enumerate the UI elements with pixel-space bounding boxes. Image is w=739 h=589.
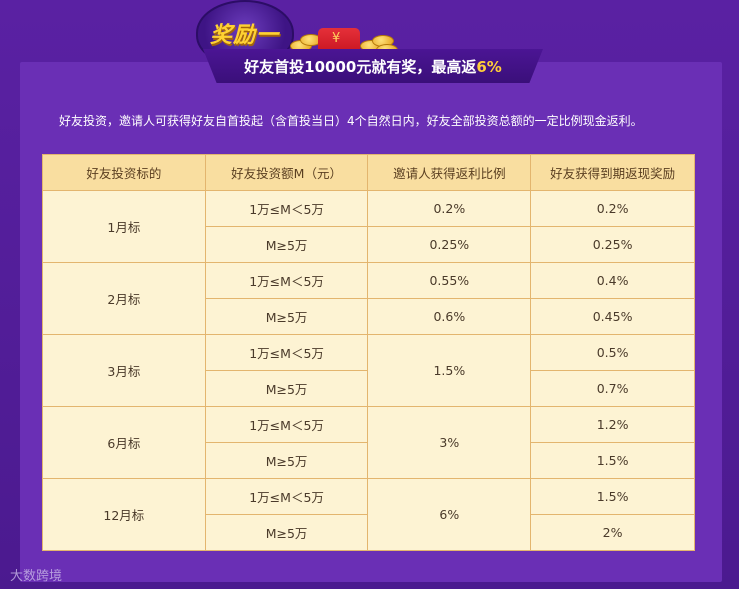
friend-reward-cell: 2%: [530, 514, 695, 551]
friend-reward-cell: 1.5%: [530, 478, 695, 515]
friend-reward-cell: 0.5%: [530, 334, 695, 371]
amount-range-cell: M≥5万: [204, 442, 369, 479]
friend-reward-cell: 0.25%: [530, 226, 695, 263]
amount-range-cell: 1万≤M＜5万: [204, 190, 369, 227]
table-row: 2月标 1万≤M＜5万 0.55% 0.4%: [42, 262, 695, 335]
friend-reward-cell: 0.7%: [530, 370, 695, 407]
inviter-rate-cell: 0.55%: [367, 262, 532, 299]
ribbon-banner: [203, 49, 543, 83]
term-cell: 3月标: [42, 334, 206, 407]
term-cell: 6月标: [42, 406, 206, 479]
inviter-rate-cell: 1.5%: [367, 334, 532, 407]
amount-range-cell: M≥5万: [204, 370, 369, 407]
term-cell: 1月标: [42, 190, 206, 263]
friend-reward-cell: 1.2%: [530, 406, 695, 443]
amount-range-cell: 1万≤M＜5万: [204, 334, 369, 371]
amount-range-cell: 1万≤M＜5万: [204, 406, 369, 443]
watermark-text: 大数跨境: [10, 569, 63, 584]
ribbon-highlight: 6%: [476, 58, 502, 76]
header-investment-amount: 好友投资额M（元）: [204, 154, 369, 191]
amount-range-cell: M≥5万: [204, 226, 369, 263]
amount-range-cell: M≥5万: [204, 298, 369, 335]
ribbon-headline: 好友首投10000元就有奖，最高返6%: [203, 56, 543, 78]
inviter-rate-cell: 6%: [367, 478, 532, 551]
amount-range-cell: M≥5万: [204, 514, 369, 551]
table-row: 6月标 1万≤M＜5万 3% 1.2%: [42, 406, 695, 479]
reward-rate-table: 好友投资标的 好友投资额M（元） 邀请人获得返利比例 好友获得到期返现奖励 1月…: [42, 154, 695, 551]
amount-range-cell: 1万≤M＜5万: [204, 262, 369, 299]
inviter-rate-cell: 3%: [367, 406, 532, 479]
friend-reward-cell: 1.5%: [530, 442, 695, 479]
table-row: M≥5万 0.6% 0.45%: [43, 298, 695, 335]
badge-title: 奖励一: [210, 23, 280, 48]
table-header-row: 好友投资标的 好友投资额M（元） 邀请人获得返利比例 好友获得到期返现奖励: [42, 154, 695, 191]
friend-reward-cell: 0.45%: [530, 298, 695, 335]
table-row: M≥5万 2%: [43, 514, 695, 551]
amount-range-cell: 1万≤M＜5万: [204, 478, 369, 515]
inviter-rate-cell: 0.6%: [367, 298, 532, 335]
table-row: 3月标 1万≤M＜5万 1.5% 0.5%: [42, 334, 695, 407]
term-cell: 2月标: [42, 262, 206, 335]
header-inviter-rebate: 邀请人获得返利比例: [367, 154, 532, 191]
table-row: M≥5万 0.25% 0.25%: [43, 226, 695, 263]
table-row: 1月标 1万≤M＜5万 0.2% 0.2%: [42, 190, 695, 263]
friend-reward-cell: 0.2%: [530, 190, 695, 227]
table-row: M≥5万 1.5%: [43, 442, 695, 479]
table-row: 12月标 1万≤M＜5万 6% 1.5%: [42, 478, 695, 551]
promo-description: 好友投资，邀请人可获得好友自首投起（含首投当日）4个自然日内，好友全部投资总额的…: [59, 114, 643, 128]
ribbon-text-main: 好友首投10000元就有奖，最高返: [244, 58, 477, 76]
term-cell: 12月标: [42, 478, 206, 551]
yuan-symbol: ¥: [332, 31, 341, 46]
inviter-rate-cell: 0.25%: [367, 226, 532, 263]
header-friend-reward: 好友获得到期返现奖励: [530, 154, 695, 191]
header-investment-target: 好友投资标的: [42, 154, 206, 191]
inviter-rate-cell: 0.2%: [367, 190, 532, 227]
friend-reward-cell: 0.4%: [530, 262, 695, 299]
watermark: 大数跨境: [10, 565, 62, 584]
